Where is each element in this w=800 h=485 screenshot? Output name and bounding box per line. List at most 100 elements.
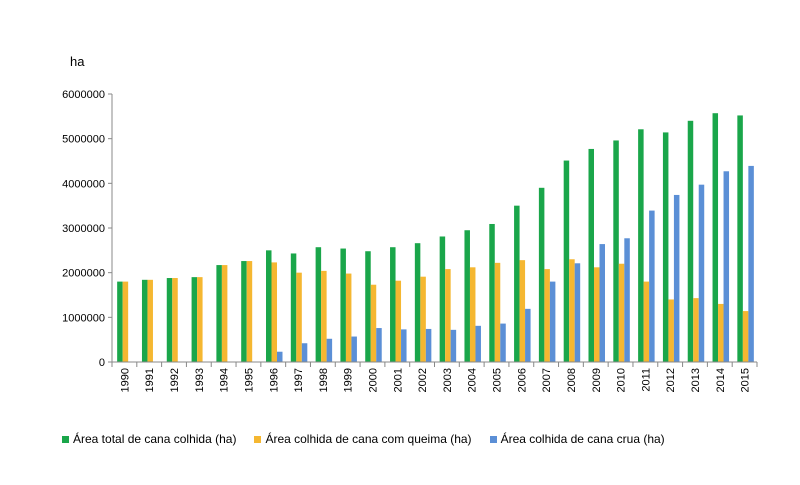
x-tick-label: 1997	[293, 368, 305, 392]
bar-queima	[594, 267, 600, 362]
bar-total	[464, 230, 470, 362]
bar-total	[315, 247, 322, 362]
legend-item-crua: Área colhida de cana crua (ha)	[489, 432, 665, 446]
x-tick-label: 2001	[392, 368, 404, 392]
bar-crua	[599, 244, 605, 362]
bar-queima	[469, 267, 476, 362]
bar-queima	[271, 262, 277, 362]
x-tick-label: 2006	[516, 368, 528, 392]
bar-crua	[277, 351, 283, 362]
bar-queima	[172, 278, 178, 362]
bar-total	[613, 140, 619, 362]
bar-queima	[569, 259, 575, 362]
x-tick-label: 2009	[591, 368, 603, 392]
bar-total	[439, 236, 446, 362]
bar-total	[117, 281, 123, 362]
legend-swatch-queima	[254, 435, 262, 443]
x-tick-label: 1992	[169, 368, 181, 392]
x-tick-label: 1990	[119, 368, 131, 392]
bar-crua	[525, 308, 531, 362]
bar-crua	[574, 263, 581, 362]
bar-crua	[673, 194, 680, 362]
bar-queima	[693, 298, 699, 362]
bar-total	[687, 120, 694, 362]
bar-total	[390, 247, 396, 362]
y-tick-label: 0	[99, 357, 105, 369]
bar-total	[216, 265, 222, 362]
bar-total	[712, 113, 719, 362]
x-tick-label: 1996	[268, 368, 280, 392]
bar-queima	[420, 276, 426, 362]
x-tick-label: 1994	[219, 368, 231, 392]
bar-total	[489, 223, 495, 362]
bar-queima	[197, 277, 203, 362]
bar-total	[141, 279, 148, 362]
bar-total	[563, 160, 570, 362]
y-tick-label: 2000000	[62, 268, 105, 280]
x-tick-label: 2008	[566, 368, 578, 392]
x-tick-label: 2013	[690, 368, 702, 392]
y-tick-label: 3000000	[62, 223, 105, 235]
bar-crua	[698, 184, 705, 362]
bar-crua	[649, 210, 655, 362]
bar-queima	[668, 299, 674, 362]
bar-queima	[618, 263, 625, 362]
bar-crua	[723, 171, 730, 362]
y-tick-label: 1000000	[62, 312, 105, 324]
bar-queima	[147, 279, 153, 362]
bar-total	[191, 277, 198, 362]
x-tick-label: 2011	[640, 368, 652, 392]
bar-total	[266, 250, 272, 362]
x-tick-label: 2012	[665, 368, 677, 392]
y-axis: 0 1000000 2000000 3000000 4000000 5000000 6000…	[62, 89, 113, 369]
bar-queima	[494, 262, 501, 362]
bar-queima	[221, 265, 228, 362]
bar-total	[588, 148, 594, 362]
bar-total	[290, 253, 297, 362]
bars	[117, 113, 754, 362]
x-tick-label: 1993	[194, 368, 206, 392]
bar-total	[365, 251, 371, 362]
y-tick-label: 5000000	[62, 134, 105, 146]
bar-crua	[748, 165, 754, 362]
bar-crua	[301, 343, 308, 362]
bar-total	[514, 205, 520, 362]
bar-crua	[351, 336, 357, 362]
x-tick-label: 1998	[318, 368, 330, 392]
bar-queima	[296, 272, 302, 362]
x-tick-label: 2007	[541, 368, 553, 392]
x-tick-label: 1991	[144, 368, 156, 392]
bar-crua	[401, 329, 407, 362]
legend-swatch-crua	[489, 435, 497, 443]
bar-queima	[345, 273, 352, 362]
bar-total	[166, 278, 173, 362]
bar-crua	[500, 323, 506, 362]
bar-total	[737, 115, 743, 362]
bar-queima	[718, 303, 724, 362]
bar-total	[538, 187, 545, 362]
bar-crua	[326, 338, 333, 362]
bar-crua	[624, 238, 630, 362]
legend-label-total: Área total de cana colhida (ha)	[73, 432, 237, 446]
bar-queima	[122, 281, 129, 362]
bar-queima	[321, 270, 327, 362]
bar-crua	[425, 328, 432, 362]
x-axis: 1990 1991 1992 1993 1994 1995 1996 1997 1998 1999…	[111, 361, 758, 392]
bar-total	[241, 261, 247, 362]
legend-swatch-total	[62, 435, 69, 443]
x-tick-label: 2004	[467, 368, 479, 392]
x-tick-label: 1995	[243, 368, 255, 392]
x-tick-label: 2003	[442, 368, 454, 392]
legend-label-queima: Área colhida de cana com queima (ha)	[265, 432, 472, 446]
y-axis-label: ha	[70, 54, 85, 69]
bar-queima	[519, 260, 526, 362]
bar-crua	[450, 329, 457, 362]
x-tick-label: 2014	[715, 368, 727, 392]
x-tick-label: 2010	[616, 368, 628, 392]
bar-queima	[445, 269, 451, 362]
x-tick-label: 1999	[343, 368, 355, 392]
bar-queima	[246, 261, 253, 362]
x-tick-label: 2002	[417, 368, 429, 392]
y-tick-label: 4000000	[62, 178, 105, 190]
